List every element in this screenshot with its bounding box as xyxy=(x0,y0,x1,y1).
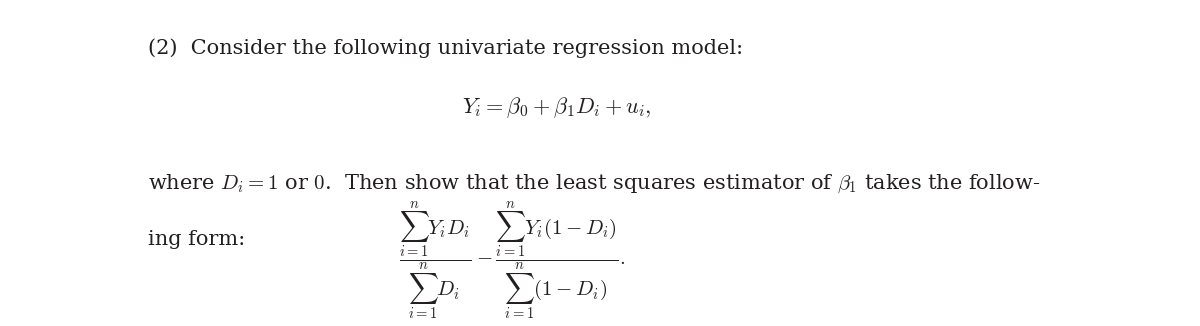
Text: $Y_i = \beta_0 + \beta_1 D_i + u_i,$: $Y_i = \beta_0 + \beta_1 D_i + u_i,$ xyxy=(462,96,652,120)
Text: (2)  Consider the following univariate regression model:: (2) Consider the following univariate re… xyxy=(148,38,743,58)
Text: where $D_i = 1$ or $0$.  Then show that the least squares estimator of $\beta_1$: where $D_i = 1$ or $0$. Then show that t… xyxy=(148,173,1040,195)
Text: $\dfrac{\sum_{i=1}^{n} Y_i D_i}{\sum_{i=1}^{n} D_i} - \dfrac{\sum_{i=1}^{n} Y_i(: $\dfrac{\sum_{i=1}^{n} Y_i D_i}{\sum_{i=… xyxy=(400,199,625,321)
Text: ing form:: ing form: xyxy=(148,230,245,249)
